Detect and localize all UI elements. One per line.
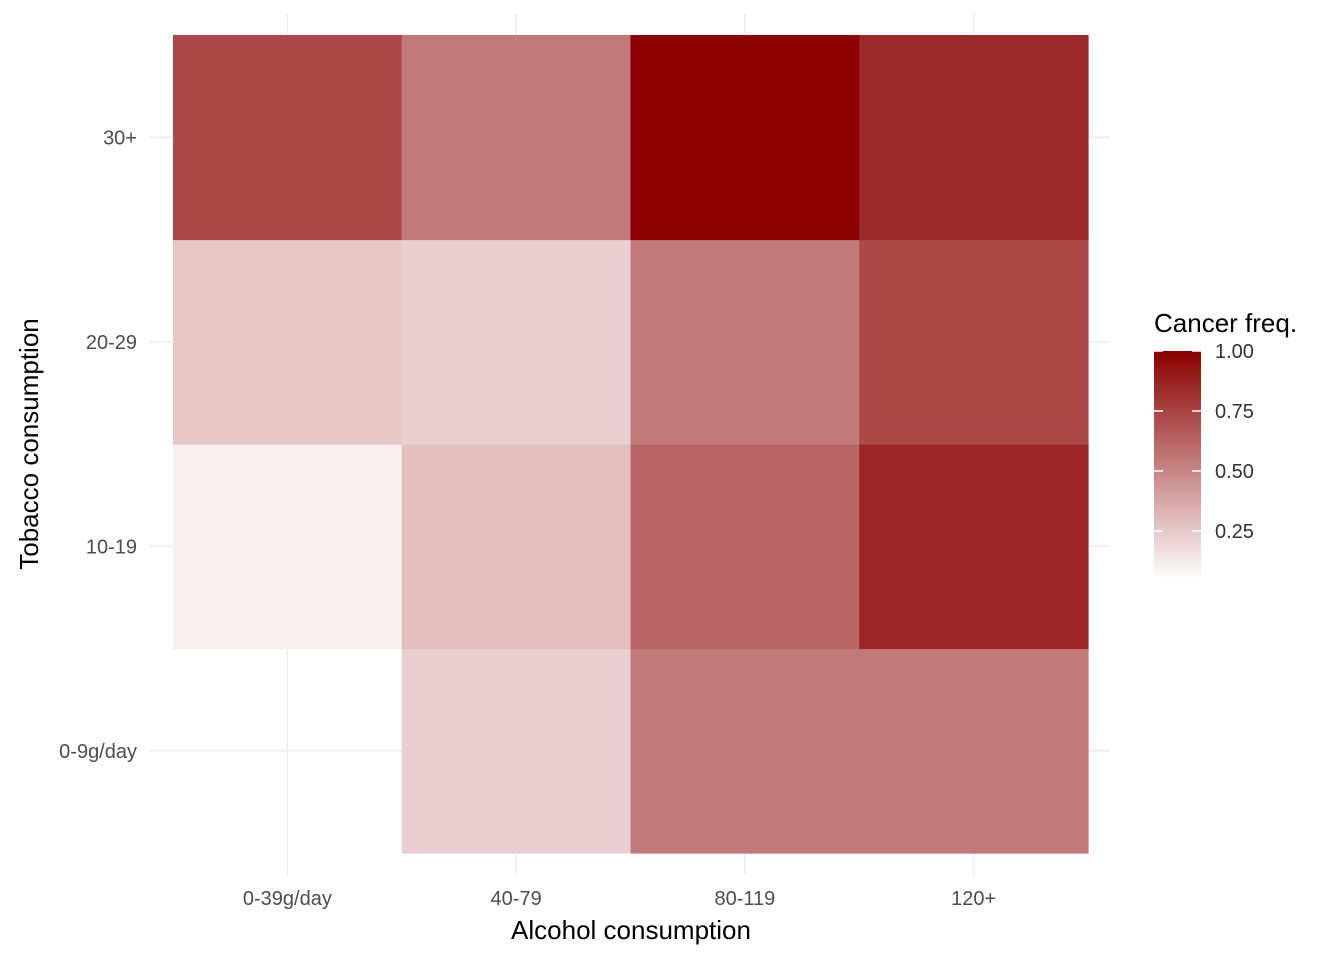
- y-tick-label: 10-19: [86, 536, 137, 558]
- y-axis-ticks: 0-9g/day 10-19 20-29 30+: [59, 127, 137, 763]
- y-tick-label: 20-29: [86, 332, 137, 354]
- heatmap-cell: [401, 239, 632, 445]
- x-axis-ticks: 0-39g/day 40-79 80-119 120+: [243, 888, 996, 910]
- x-tick-label: 120+: [951, 888, 996, 910]
- heatmap-cell: [859, 239, 1089, 445]
- legend-colorbar: [1154, 351, 1201, 579]
- heatmap-cell: [630, 239, 860, 445]
- x-axis-title: Alcohol consumption: [511, 915, 751, 945]
- legend-tick-label: 0.50: [1215, 461, 1254, 483]
- heatmap-cell: [401, 35, 632, 241]
- heatmap-cells: [173, 35, 1089, 854]
- legend-title: Cancer freq.: [1154, 308, 1297, 338]
- heatmap-cell: [401, 444, 632, 650]
- y-tick-label: 0-9g/day: [59, 741, 137, 763]
- heatmap-cell: [173, 239, 403, 445]
- x-tick-label: 0-39g/day: [243, 888, 332, 910]
- heatmap-cell: [173, 444, 403, 650]
- heatmap-cell: [630, 648, 860, 854]
- y-tick-label: 30+: [103, 127, 137, 149]
- x-tick-label: 40-79: [491, 888, 542, 910]
- legend-tick-label: 0.75: [1215, 401, 1254, 423]
- heatmap-cell: [859, 35, 1089, 241]
- legend-tick-label: 0.25: [1215, 521, 1254, 543]
- heatmap-cell: [859, 648, 1089, 854]
- heatmap-cell: [630, 444, 860, 650]
- legend-ticks: 0.25 0.50 0.75 1.00: [1154, 341, 1254, 543]
- y-axis-title: Tobacco consumption: [14, 318, 44, 569]
- color-legend: Cancer freq. 0.25 0.50 0.75 1.00: [1154, 308, 1297, 579]
- x-tick-label: 80-119: [714, 888, 775, 910]
- heatmap-cell: [630, 35, 860, 241]
- heatmap-cell: [859, 444, 1089, 650]
- heatmap-cell: [173, 35, 403, 241]
- heatmap-cell: [401, 648, 632, 854]
- legend-tick-label: 1.00: [1215, 341, 1254, 363]
